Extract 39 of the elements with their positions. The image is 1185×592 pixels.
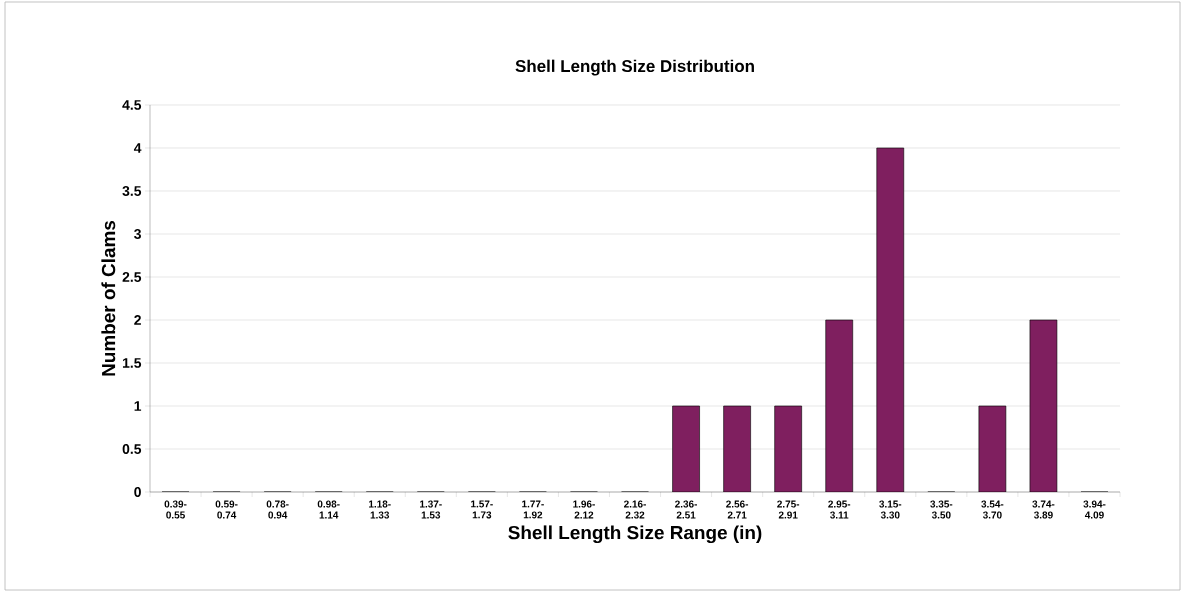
x-tick-label: 1.77- 1.92: [522, 500, 544, 519]
x-tick-label: 1.57- 1.73: [471, 500, 493, 519]
bar: [978, 405, 1007, 492]
x-tick-label: 3.15- 3.30: [879, 500, 902, 519]
x-tick-label: 2.75- 2.91: [777, 500, 800, 519]
x-tick-label: 3.35- 3.50: [930, 500, 953, 519]
y-tick-label: 4.5: [122, 100, 142, 110]
y-axis-title: Number of Clams: [101, 220, 116, 376]
x-tick-label: 1.37- 1.53: [420, 500, 442, 519]
x-tick-label: 3.54- 3.70: [981, 500, 1004, 519]
x-tick-label: 2.56- 2.71: [726, 500, 749, 519]
x-tick-label: 2.16- 2.32: [624, 500, 646, 519]
x-tick-label: 2.95- 3.11: [828, 500, 851, 519]
bar: [672, 405, 700, 492]
x-tick-label: 2.36- 2.51: [675, 500, 698, 519]
chart-title: Shell Length Size Distribution: [515, 59, 754, 76]
y-tick-label: 3.5: [122, 186, 142, 196]
x-tick-label: 0.78- 0.94: [266, 500, 289, 519]
bar: [876, 147, 905, 492]
y-tick-label: 0.5: [122, 444, 142, 454]
x-tick-label: 3.94- 4.09: [1083, 500, 1106, 519]
bar: [723, 405, 751, 492]
bar: [774, 405, 802, 492]
x-tick-label: 1.96- 2.12: [573, 500, 595, 519]
y-tick-label: 1.5: [122, 358, 142, 368]
x-tick-label: 3.74- 3.89: [1032, 500, 1055, 519]
bar: [1029, 319, 1058, 492]
y-tick-label: 3: [134, 229, 141, 239]
y-tick-label: 2.5: [122, 272, 142, 282]
x-tick-label: 1.18- 1.33: [369, 500, 391, 519]
y-tick-label: 4: [133, 143, 142, 153]
bar: [825, 319, 854, 492]
y-tick-label: 0: [134, 487, 141, 497]
y-tick-label: 1: [134, 401, 142, 411]
x-axis-title: Shell Length Size Range (in): [508, 525, 762, 544]
y-tick-label: 2: [134, 315, 141, 325]
x-tick-label: 0.98- 1.14: [317, 500, 340, 519]
x-tick-label: 0.39- 0.55: [164, 500, 187, 519]
x-tick-label: 0.59- 0.74: [215, 500, 238, 519]
